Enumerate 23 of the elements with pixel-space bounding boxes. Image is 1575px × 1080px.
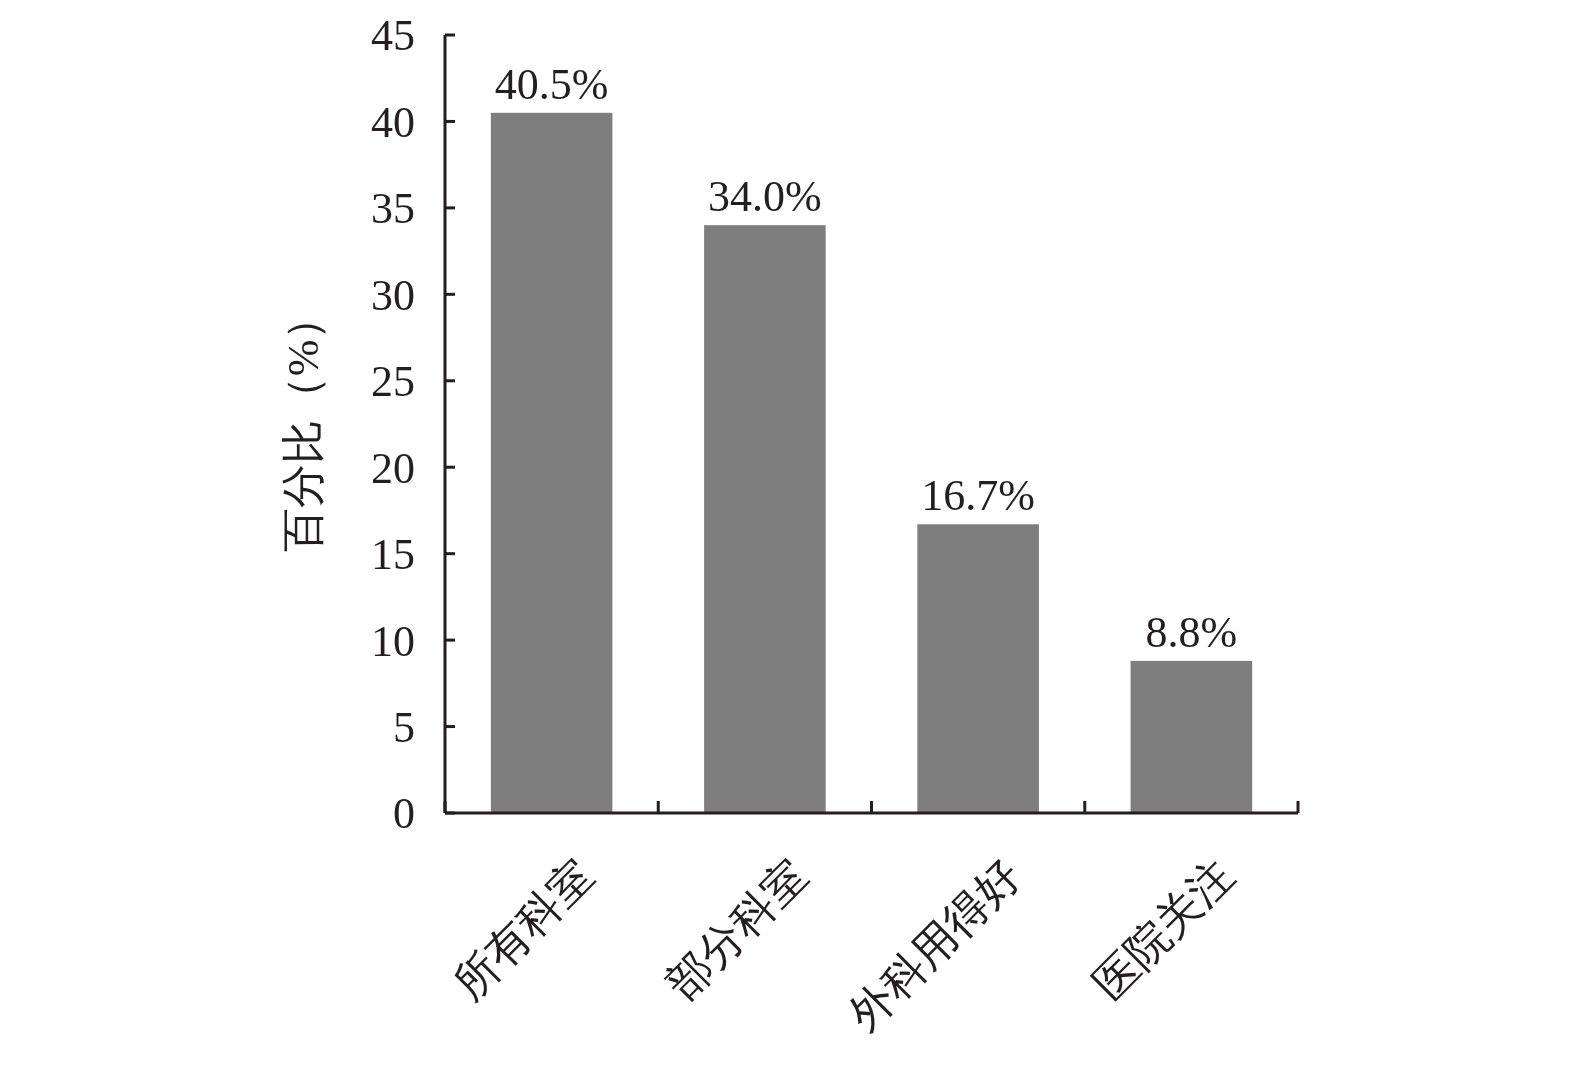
y-tick-label: 10	[371, 616, 415, 666]
y-tick-label: 0	[393, 789, 415, 839]
bar	[917, 524, 1039, 813]
y-tick-label: 20	[371, 443, 415, 493]
bar	[704, 225, 826, 813]
data-label: 16.7%	[921, 471, 1035, 521]
y-tick-label: 15	[371, 530, 415, 580]
y-tick-label: 45	[371, 11, 415, 61]
x-tick-label: 外科用得好	[839, 850, 1031, 1041]
y-tick-label: 30	[371, 270, 415, 320]
x-tick-label: 医院关注	[1084, 850, 1244, 1010]
y-tick-label: 40	[371, 97, 415, 147]
data-label: 40.5%	[494, 59, 609, 109]
x-tick-label: 部分科室	[657, 850, 817, 1010]
bar	[490, 112, 613, 813]
data-label: 34.0%	[708, 172, 822, 222]
bar	[1130, 660, 1253, 813]
y-tick-label: 25	[371, 357, 415, 407]
y-axis-title: 百分比（%）	[279, 295, 328, 553]
y-tick-label: 5	[393, 702, 415, 752]
data-label: 8.8%	[1145, 607, 1238, 657]
x-tick-label: 所有科室	[444, 850, 604, 1010]
y-tick-label: 35	[371, 184, 415, 234]
